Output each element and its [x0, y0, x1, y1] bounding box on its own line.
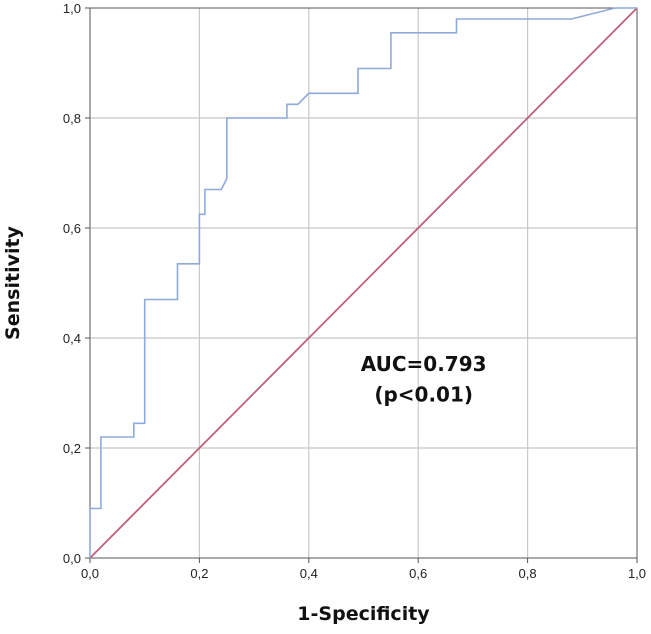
auc-annotation: AUC=0.793: [361, 352, 487, 376]
x-tick-label: 0,2: [190, 566, 208, 581]
series-layer: [89, 7, 638, 559]
y-tick-label: 0,6: [63, 221, 81, 236]
axis-ticks: 0,0 0,2 0,4 0,6 0,8 1,0 0,0 0,2 0,4 0,6 0,8 1,0: [63, 1, 646, 581]
x-axis-title: 1-Specificity: [297, 603, 430, 625]
x-tick-label: 0,0: [81, 566, 99, 581]
y-tick-label: 0,2: [63, 441, 81, 456]
p-value-annotation: (p<0.01): [374, 382, 473, 406]
annotations: AUC=0.793 (p<0.01): [361, 352, 487, 406]
x-tick-label: 0,6: [409, 566, 427, 581]
y-axis-title: Sensitivity: [2, 225, 24, 339]
x-tick-label: 1,0: [628, 566, 646, 581]
reference-diagonal-line: [89, 7, 638, 559]
plot-frame: [89, 7, 638, 559]
x-tick-label: 0,4: [300, 566, 318, 581]
y-tick-label: 0,4: [63, 331, 81, 346]
y-tick-label: 0,8: [63, 111, 81, 126]
x-tick-label: 0,8: [519, 566, 537, 581]
y-tick-label: 0,0: [63, 551, 81, 566]
roc-curve-line: [89, 7, 637, 558]
y-tick-label: 1,0: [63, 1, 81, 16]
grid: [90, 8, 637, 558]
